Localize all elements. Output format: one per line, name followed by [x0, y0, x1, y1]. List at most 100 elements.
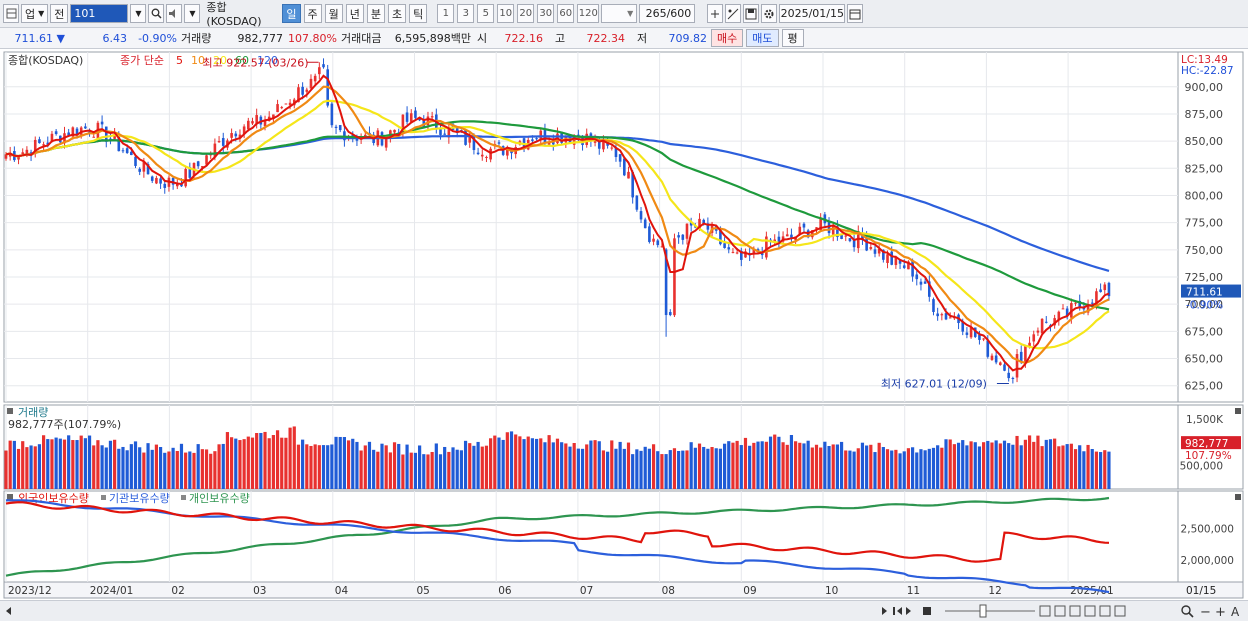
volume-bar — [961, 440, 965, 489]
candle-body — [455, 128, 459, 133]
period-tab[interactable]: 분 — [366, 4, 386, 23]
save-icon[interactable] — [743, 4, 760, 23]
candle-body — [635, 195, 639, 210]
draw-tool-icon[interactable] — [725, 4, 742, 23]
market-select[interactable]: 업 ▼ — [21, 4, 49, 23]
candle-body — [1061, 308, 1065, 310]
volume-last-pct: 107.79% — [1185, 450, 1232, 462]
period-tab[interactable]: 주 — [303, 4, 322, 23]
count-input[interactable]: 265/600 — [639, 4, 696, 23]
current-price: 711.61 ▼ — [14, 31, 65, 45]
stock-chart[interactable]: 900,00 875,00 850,00 825,00 800,00 775,00 750,… — [0, 49, 1248, 600]
interval-button[interactable]: 1 — [437, 4, 455, 23]
x-tick-label: 09 — [743, 585, 756, 597]
volume-bar — [885, 449, 890, 489]
date-input[interactable]: 2025/01/15 — [779, 4, 846, 23]
candle-body — [731, 251, 735, 253]
zoom-search-handle[interactable] — [1188, 612, 1194, 618]
search-icon[interactable] — [148, 4, 165, 23]
chart-tool-icon[interactable] — [1114, 605, 1126, 617]
volume-bar — [910, 447, 915, 489]
scroll-right-icon[interactable] — [882, 607, 887, 615]
volume-bar — [735, 440, 739, 489]
calendar-icon[interactable] — [847, 4, 864, 23]
candle-body — [138, 168, 141, 172]
code-input[interactable]: 101 — [70, 4, 129, 23]
period-tab[interactable]: 년 — [345, 4, 364, 23]
low-label: 저 — [637, 32, 648, 45]
volume-bar — [313, 444, 317, 489]
zoom-search-icon[interactable] — [1181, 605, 1191, 615]
interval-button[interactable]: 3 — [457, 4, 475, 23]
ma5-line — [5, 74, 1110, 372]
volume-title: 거래량 — [18, 406, 48, 419]
candle-body — [71, 127, 75, 137]
chart-tool-icon[interactable] — [1054, 605, 1066, 617]
step-back-icon[interactable] — [897, 607, 902, 615]
volume-bar — [171, 447, 175, 489]
buy-button[interactable]: 매수 — [711, 29, 744, 47]
chart-tool-icon[interactable] — [1099, 605, 1111, 617]
play-icon[interactable] — [906, 607, 911, 615]
eval-button[interactable]: 평 — [781, 29, 804, 47]
sound-icon[interactable] — [166, 4, 183, 23]
sell-button[interactable]: 매도 — [746, 29, 779, 47]
candle-body — [777, 236, 781, 244]
interval-button[interactable]: 20 — [517, 4, 535, 23]
interval-button[interactable]: 10 — [497, 4, 515, 23]
crosshair-icon[interactable] — [707, 4, 724, 23]
period-tab[interactable]: 월 — [324, 4, 343, 23]
volume-bar — [484, 445, 489, 489]
interval-button[interactable]: 30 — [537, 4, 555, 23]
volume-bar — [940, 447, 944, 489]
volume-bar — [635, 449, 639, 489]
ma60-line — [5, 120, 1110, 311]
chart-tool-icon[interactable] — [1069, 605, 1081, 617]
interval-button[interactable]: 60 — [557, 4, 575, 23]
interval-button[interactable]: 5 — [477, 4, 495, 23]
x-tick-label: 10 — [825, 585, 838, 597]
interval-dropdown[interactable]: ▼ — [601, 4, 638, 23]
volume-bar — [305, 444, 309, 489]
gear-icon[interactable] — [761, 4, 778, 23]
chevron-down-icon[interactable]: ▼ — [130, 4, 147, 23]
volume-bar — [75, 440, 79, 489]
foreign-holdings-line — [5, 501, 1110, 563]
reset-icon[interactable]: A — [1231, 605, 1240, 619]
zoom-out-icon[interactable]: − — [1200, 605, 1211, 620]
volume-bar — [16, 448, 21, 489]
volume-bar — [188, 451, 192, 489]
candle-body — [109, 138, 112, 140]
chart-tool-icon[interactable] — [1084, 605, 1096, 617]
period-tab[interactable]: 초 — [388, 4, 407, 23]
candle-body — [648, 226, 651, 242]
prev-button[interactable]: 전 — [50, 4, 69, 23]
scroll-left-icon[interactable] — [6, 607, 11, 615]
volume-bar — [463, 440, 468, 489]
period-tab[interactable]: 일 — [282, 4, 301, 23]
volume-bar — [618, 441, 622, 489]
market-icon[interactable] — [3, 4, 19, 23]
volume-bar — [915, 452, 919, 489]
period-tab[interactable]: 틱 — [409, 4, 428, 23]
candle-body — [643, 219, 647, 229]
volume-bar — [392, 442, 397, 489]
x-tick-label: 11 — [907, 585, 920, 597]
volume-bar — [534, 438, 539, 489]
interval-button[interactable]: 120 — [577, 4, 600, 23]
volume-bar — [167, 451, 171, 489]
candle-body — [1028, 342, 1031, 347]
zoom-in-icon[interactable]: + — [1215, 605, 1226, 620]
zoom-slider-thumb[interactable] — [979, 604, 987, 618]
chevron-down-icon[interactable]: ▼ — [184, 4, 201, 23]
stop-icon[interactable] — [923, 607, 931, 615]
volume-bar — [722, 443, 727, 489]
jump-start-icon[interactable] — [893, 607, 895, 615]
chart-tool-icon[interactable] — [1039, 605, 1051, 617]
candle-body — [894, 256, 898, 266]
candle-body — [668, 312, 672, 316]
candle-body — [785, 234, 789, 237]
candle-body — [92, 136, 96, 138]
volume-bar — [4, 450, 8, 489]
volume-bar — [334, 436, 338, 489]
